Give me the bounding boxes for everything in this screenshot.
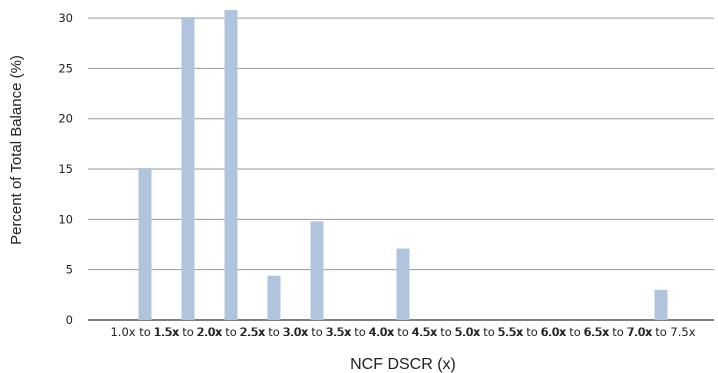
bars bbox=[138, 10, 668, 320]
bar bbox=[138, 168, 152, 320]
x-tick-labels: 1.0x to 1.5x1.5x to 2.0x2.0x to 2.5x2.5x… bbox=[110, 325, 695, 339]
bar bbox=[654, 289, 668, 320]
y-tick-label: 0 bbox=[66, 313, 73, 327]
y-tick-label: 25 bbox=[58, 61, 73, 75]
bar bbox=[181, 17, 195, 320]
y-axis-title: Percent of Total Balance (%) bbox=[8, 55, 25, 245]
x-tick-label: 1.0x to 1.5x bbox=[110, 325, 179, 339]
y-tick-label: 10 bbox=[58, 212, 73, 226]
bar bbox=[396, 248, 410, 320]
x-tick-label: 1.5x to 2.0x bbox=[153, 325, 222, 339]
x-tick-label: 6.0x to 6.5x bbox=[540, 325, 609, 339]
x-tick-label: 7.0x to 7.5x bbox=[626, 325, 695, 339]
x-tick-label: 3.5x to 4.0x bbox=[325, 325, 394, 339]
x-tick-label: 3.0x to 3.5x bbox=[282, 325, 351, 339]
x-tick-label: 4.0x to 4.5x bbox=[368, 325, 437, 339]
y-tick-label: 30 bbox=[58, 11, 73, 25]
x-axis-title: NCF DSCR (x) bbox=[350, 356, 456, 373]
x-tick-label: 2.5x to 3.0x bbox=[239, 325, 308, 339]
x-tick-label: 5.0x to 5.5x bbox=[454, 325, 523, 339]
x-tick-label: 6.5x to 7.0x bbox=[583, 325, 652, 339]
bar bbox=[224, 10, 238, 320]
bar bbox=[310, 221, 324, 320]
y-tick-label: 20 bbox=[58, 112, 73, 126]
y-tick-label: 15 bbox=[58, 162, 73, 176]
y-tick-labels: 0 5 10 15 20 25 30 bbox=[58, 11, 73, 327]
x-tick-label: 2.0x to 2.5x bbox=[196, 325, 265, 339]
x-tick-label: 4.5x to 5.0x bbox=[411, 325, 480, 339]
bar bbox=[267, 275, 281, 320]
y-tick-label: 5 bbox=[66, 263, 73, 277]
x-tick-label: 5.5x to 6.0x bbox=[497, 325, 566, 339]
